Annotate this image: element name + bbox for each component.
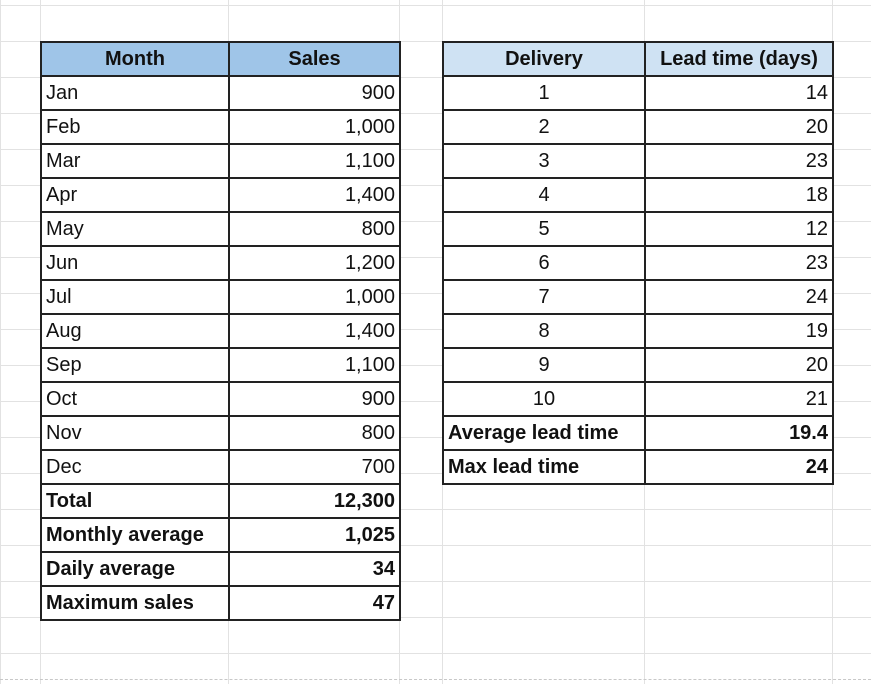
table-row: Dec 700 [40, 449, 401, 485]
delivery-cell[interactable]: 6 [442, 245, 646, 281]
table-row: 10 21 [442, 381, 834, 417]
summary-row-max-lead-time: Max lead time 24 [442, 449, 834, 485]
summary-value-cell[interactable]: 19.4 [644, 415, 834, 451]
sales-cell[interactable]: 900 [228, 75, 401, 111]
lead-time-cell[interactable]: 12 [644, 211, 834, 247]
sales-header-row: Month Sales [40, 41, 401, 77]
sales-cell[interactable]: 1,400 [228, 313, 401, 349]
lead-time-cell[interactable]: 20 [644, 347, 834, 383]
sales-table: Month Sales Jan 900 Feb 1,000 Mar 1,100 … [40, 41, 401, 621]
delivery-cell[interactable]: 1 [442, 75, 646, 111]
month-cell[interactable]: Apr [40, 177, 230, 213]
lead-time-cell[interactable]: 23 [644, 245, 834, 281]
sales-cell[interactable]: 700 [228, 449, 401, 485]
sales-cell[interactable]: 900 [228, 381, 401, 417]
sales-cell[interactable]: 1,000 [228, 109, 401, 145]
lead-header-row: Delivery Lead time (days) [442, 41, 834, 77]
table-row: Aug 1,400 [40, 313, 401, 349]
delivery-cell[interactable]: 7 [442, 279, 646, 315]
summary-value-cell[interactable]: 12,300 [228, 483, 401, 519]
table-row: Apr 1,400 [40, 177, 401, 213]
table-row: Feb 1,000 [40, 109, 401, 145]
summary-row-monthly-average: Monthly average 1,025 [40, 517, 401, 553]
summary-label-cell[interactable]: Max lead time [442, 449, 646, 485]
table-row: 1 14 [442, 75, 834, 111]
table-row: 5 12 [442, 211, 834, 247]
summary-label-cell[interactable]: Total [40, 483, 230, 519]
lead-time-cell[interactable]: 19 [644, 313, 834, 349]
lead-time-header-cell[interactable]: Lead time (days) [644, 41, 834, 77]
summary-label-cell[interactable]: Monthly average [40, 517, 230, 553]
delivery-header-cell[interactable]: Delivery [442, 41, 646, 77]
delivery-cell[interactable]: 3 [442, 143, 646, 179]
table-row: Nov 800 [40, 415, 401, 451]
sales-cell[interactable]: 1,000 [228, 279, 401, 315]
table-row: 7 24 [442, 279, 834, 315]
lead-time-cell[interactable]: 23 [644, 143, 834, 179]
month-cell[interactable]: Jun [40, 245, 230, 281]
sheet-bottom-edge [0, 679, 871, 680]
month-cell[interactable]: May [40, 211, 230, 247]
table-row: 8 19 [442, 313, 834, 349]
delivery-cell[interactable]: 4 [442, 177, 646, 213]
lead-time-cell[interactable]: 20 [644, 109, 834, 145]
table-row: Sep 1,100 [40, 347, 401, 383]
lead-time-cell[interactable]: 14 [644, 75, 834, 111]
delivery-cell[interactable]: 5 [442, 211, 646, 247]
delivery-cell[interactable]: 9 [442, 347, 646, 383]
sales-header-cell[interactable]: Sales [228, 41, 401, 77]
summary-value-cell[interactable]: 47 [228, 585, 401, 621]
month-cell[interactable]: Jan [40, 75, 230, 111]
month-cell[interactable]: Nov [40, 415, 230, 451]
month-cell[interactable]: Sep [40, 347, 230, 383]
summary-row-maximum-sales: Maximum sales 47 [40, 585, 401, 621]
table-row: Jan 900 [40, 75, 401, 111]
summary-row-total: Total 12,300 [40, 483, 401, 519]
sales-cell[interactable]: 1,200 [228, 245, 401, 281]
month-cell[interactable]: Aug [40, 313, 230, 349]
sales-cell[interactable]: 800 [228, 211, 401, 247]
month-cell[interactable]: Oct [40, 381, 230, 417]
summary-row-average-lead-time: Average lead time 19.4 [442, 415, 834, 451]
table-row: Jul 1,000 [40, 279, 401, 315]
summary-value-cell[interactable]: 34 [228, 551, 401, 587]
table-row: 2 20 [442, 109, 834, 145]
table-row: May 800 [40, 211, 401, 247]
summary-label-cell[interactable]: Maximum sales [40, 585, 230, 621]
lead-time-cell[interactable]: 18 [644, 177, 834, 213]
month-cell[interactable]: Feb [40, 109, 230, 145]
month-cell[interactable]: Mar [40, 143, 230, 179]
summary-row-daily-average: Daily average 34 [40, 551, 401, 587]
lead-time-cell[interactable]: 21 [644, 381, 834, 417]
table-row: 9 20 [442, 347, 834, 383]
delivery-cell[interactable]: 10 [442, 381, 646, 417]
lead-time-table: Delivery Lead time (days) 1 14 2 20 3 23… [442, 41, 834, 485]
table-row: Mar 1,100 [40, 143, 401, 179]
summary-value-cell[interactable]: 24 [644, 449, 834, 485]
month-cell[interactable]: Dec [40, 449, 230, 485]
month-cell[interactable]: Jul [40, 279, 230, 315]
delivery-cell[interactable]: 2 [442, 109, 646, 145]
table-row: Oct 900 [40, 381, 401, 417]
sales-cell[interactable]: 1,100 [228, 143, 401, 179]
lead-time-cell[interactable]: 24 [644, 279, 834, 315]
sales-cell[interactable]: 1,400 [228, 177, 401, 213]
summary-value-cell[interactable]: 1,025 [228, 517, 401, 553]
sales-cell[interactable]: 800 [228, 415, 401, 451]
table-row: 4 18 [442, 177, 834, 213]
month-header-cell[interactable]: Month [40, 41, 230, 77]
summary-label-cell[interactable]: Daily average [40, 551, 230, 587]
summary-label-cell[interactable]: Average lead time [442, 415, 646, 451]
table-row: Jun 1,200 [40, 245, 401, 281]
table-row: 6 23 [442, 245, 834, 281]
delivery-cell[interactable]: 8 [442, 313, 646, 349]
sales-cell[interactable]: 1,100 [228, 347, 401, 383]
table-row: 3 23 [442, 143, 834, 179]
